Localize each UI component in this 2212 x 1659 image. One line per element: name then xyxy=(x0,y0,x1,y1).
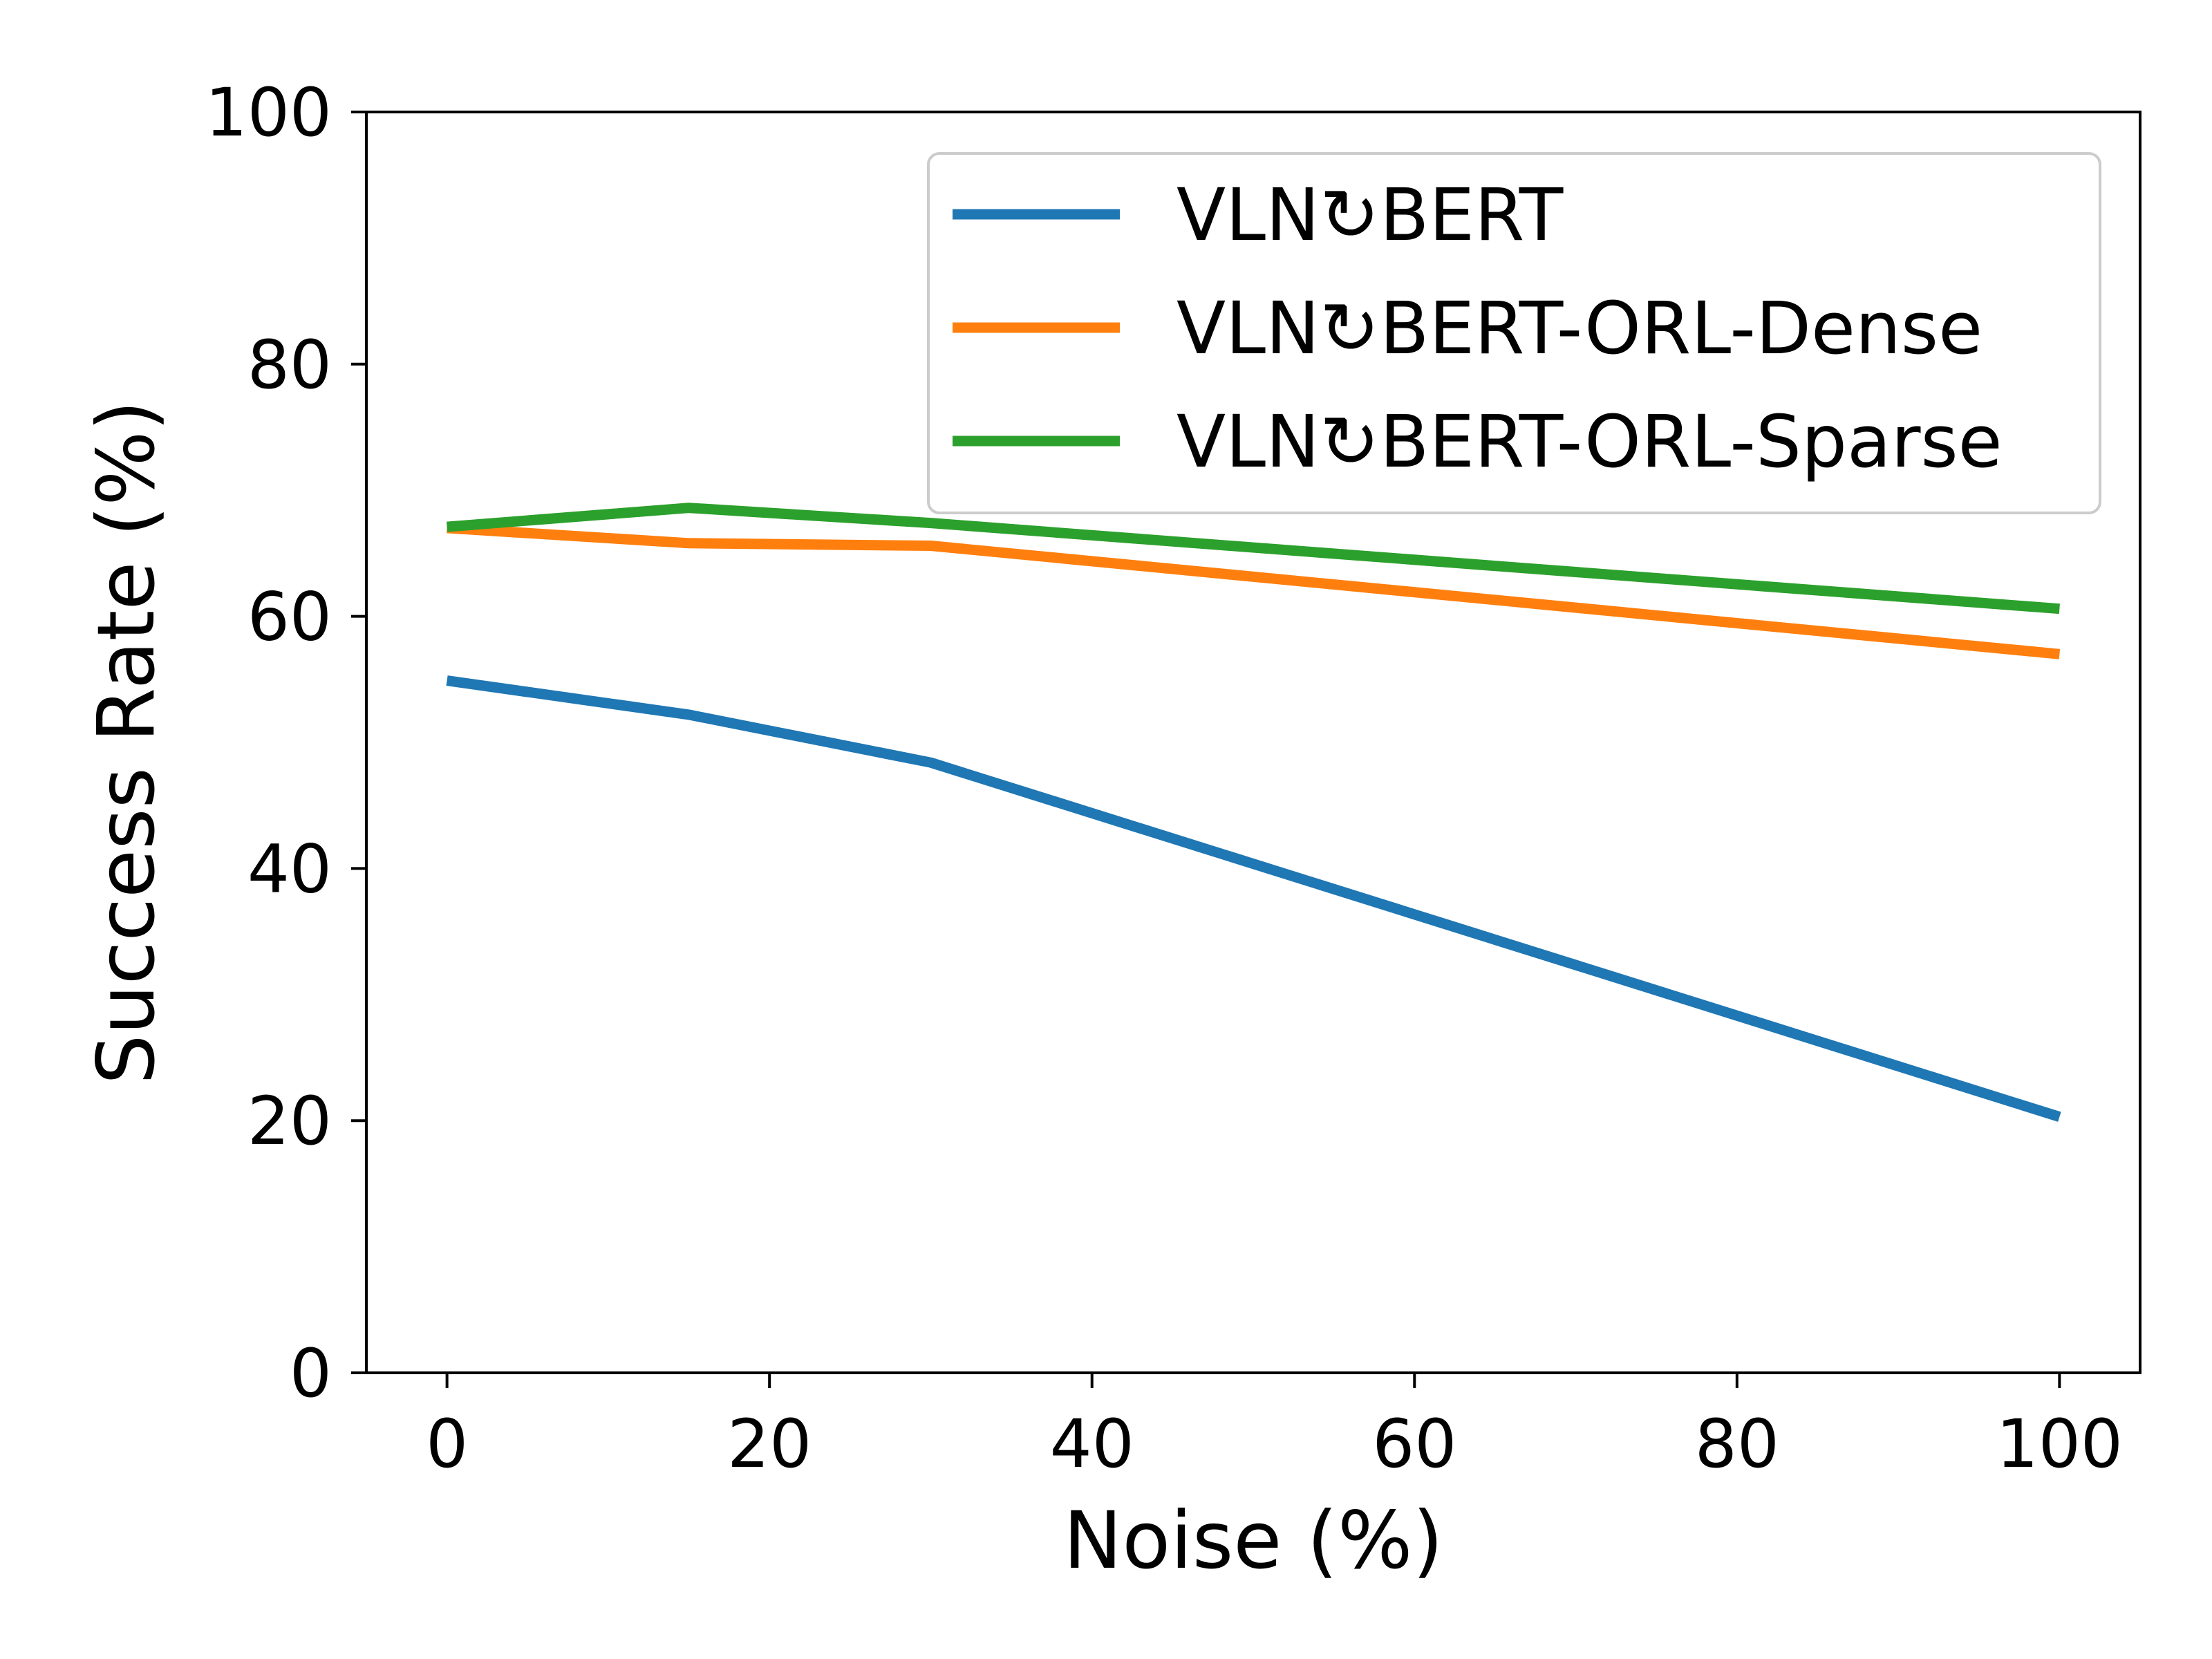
y-tick-label-4: 80 xyxy=(247,326,332,404)
y-tick-label-0: 0 xyxy=(290,1335,332,1412)
x-tick-label-0: 0 xyxy=(426,1405,468,1483)
legend-frame xyxy=(927,152,2101,514)
series-line-3 xyxy=(447,503,2060,615)
legend-label-2: VLN↻BERT-ORL-Dense xyxy=(1177,286,1983,371)
legend-entries: VLN↻BERT VLN↻BERT-ORL-Dense VLN↻BERT-ORL-S… xyxy=(953,173,2003,484)
y-tick-label-5: 100 xyxy=(205,74,332,151)
x-tick-label-3: 60 xyxy=(1372,1405,1456,1483)
plot-frame xyxy=(365,111,2141,1374)
legend-label-3: VLN↻BERT-ORL-Sparse xyxy=(1177,400,2003,484)
series-layer xyxy=(446,503,2061,1122)
legend: VLN↻BERT VLN↻BERT-ORL-Dense VLN↻BERT-ORL-S… xyxy=(927,152,2101,514)
x-axis-ticks: 0 20 40 60 80 100 xyxy=(426,1373,2123,1483)
x-tick-label-4: 80 xyxy=(1695,1405,1779,1483)
y-tick-label-2: 40 xyxy=(247,830,332,908)
legend-label-1: VLN↻BERT xyxy=(1177,173,1564,257)
y-axis-label: Success Rate (%) xyxy=(80,400,172,1085)
y-tick-label-1: 20 xyxy=(247,1082,332,1160)
y-tick-label-3: 60 xyxy=(247,579,332,656)
x-tick-label-1: 20 xyxy=(727,1405,812,1483)
series-line-2 xyxy=(447,523,2061,659)
x-axis-label: Noise (%) xyxy=(1063,1494,1443,1586)
x-tick-label-2: 40 xyxy=(1050,1405,1134,1483)
x-tick-label-5: 100 xyxy=(1996,1405,2123,1483)
series-line-1 xyxy=(446,675,2061,1122)
y-axis-ticks: 0 20 40 60 80 100 xyxy=(205,74,366,1412)
